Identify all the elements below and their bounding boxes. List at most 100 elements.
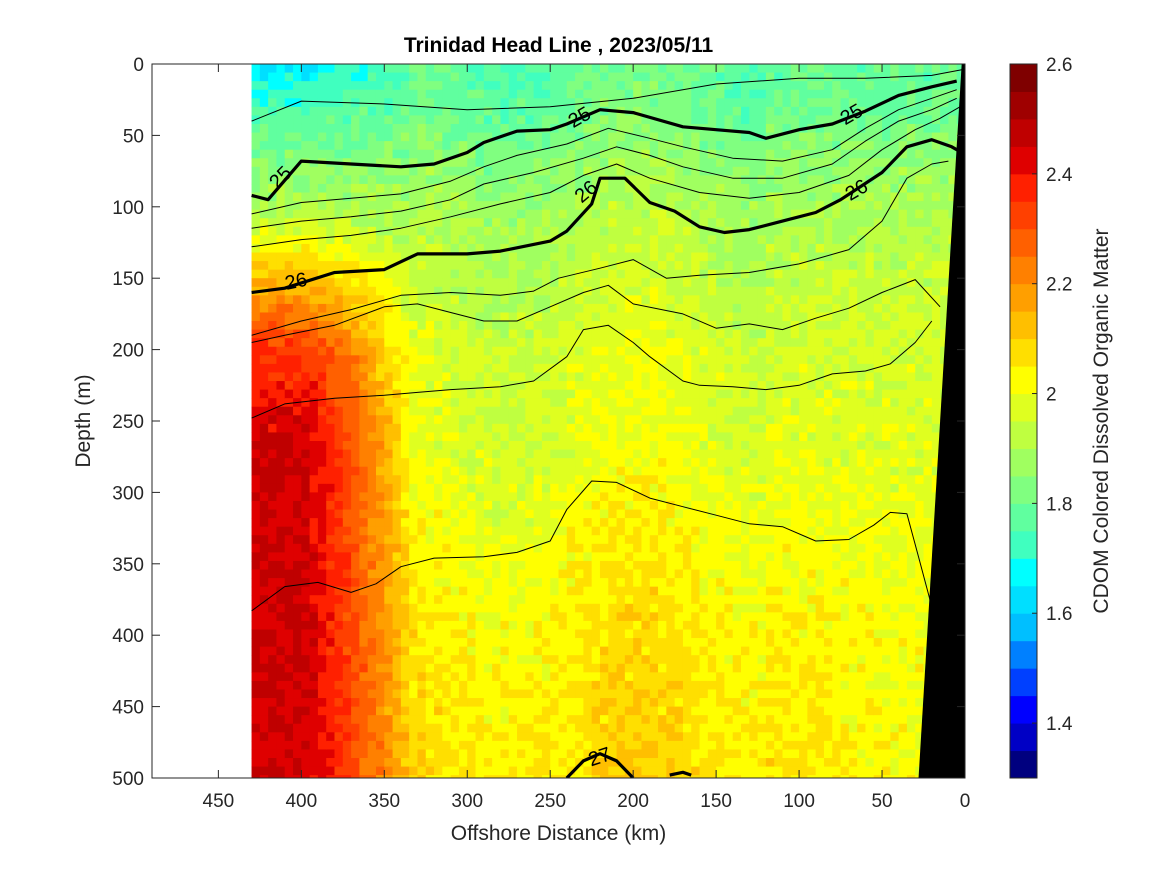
field-cell: [342, 535, 352, 545]
field-cell: [442, 620, 452, 631]
field-cell: [724, 458, 734, 468]
field-cell: [666, 629, 676, 639]
field-cell: [658, 595, 667, 605]
field-cell: [392, 123, 402, 134]
field-cell: [268, 740, 278, 751]
field-cell: [409, 492, 419, 502]
field-cell: [674, 672, 684, 682]
field-cell: [500, 81, 510, 91]
field-cell: [691, 595, 701, 605]
field-cell: [425, 603, 435, 613]
field-cell: [409, 346, 419, 356]
field-cell: [724, 535, 734, 545]
field-cell: [425, 115, 435, 125]
field-cell: [492, 381, 502, 391]
field-cell: [624, 492, 634, 502]
field-cell: [367, 655, 377, 665]
field-cell: [351, 209, 360, 219]
field-cell: [641, 595, 651, 605]
field-cell: [334, 535, 344, 545]
field-cell: [342, 286, 352, 296]
field-cell: [591, 518, 601, 528]
field-cell: [525, 569, 535, 579]
field-cell: [550, 149, 560, 159]
field-cell: [558, 286, 568, 296]
field-cell: [417, 106, 427, 117]
field-cell: [492, 201, 502, 211]
field-cell: [309, 295, 319, 305]
field-cell: [682, 149, 692, 159]
field-cell: [293, 706, 302, 716]
field-cell: [649, 312, 659, 322]
field-cell: [293, 500, 302, 511]
field-cell: [458, 466, 468, 476]
field-cell: [732, 106, 742, 117]
field-cell: [475, 81, 485, 91]
field-cell: [533, 706, 543, 716]
field-cell: [566, 381, 576, 391]
field-cell: [475, 638, 485, 648]
field-cell: [517, 500, 526, 511]
field-cell: [658, 381, 667, 391]
field-cell: [367, 286, 377, 296]
field-cell: [492, 715, 502, 725]
field-cell: [566, 500, 576, 511]
field-cell: [467, 466, 477, 476]
field-cell: [268, 303, 278, 314]
field-cell: [649, 398, 659, 408]
field-cell: [409, 466, 419, 476]
field-cell: [475, 295, 485, 305]
field-cell: [508, 115, 518, 125]
field-cell: [309, 321, 319, 331]
field-cell: [691, 500, 701, 511]
field-cell: [608, 552, 618, 562]
field-cell: [367, 578, 377, 588]
field-cell: [276, 595, 286, 605]
field-cell: [492, 655, 502, 665]
field-cell: [351, 492, 360, 502]
field-cell: [533, 595, 543, 605]
field-cell: [359, 723, 369, 733]
field-cell: [666, 141, 676, 151]
field-cell: [707, 243, 717, 254]
field-cell: [259, 338, 269, 348]
field-cell: [268, 269, 278, 279]
field-cell: [467, 509, 477, 519]
field-cell: [442, 398, 452, 408]
field-cell: [384, 295, 394, 305]
field-cell: [566, 663, 576, 673]
field-cell: [284, 209, 294, 219]
field-cell: [284, 372, 294, 382]
field-cell: [691, 166, 701, 176]
field-cell: [384, 355, 394, 365]
field-cell: [508, 586, 518, 596]
field-cell: [384, 329, 394, 339]
field-cell: [707, 115, 717, 125]
field-cell: [409, 449, 419, 459]
field-cell: [309, 235, 319, 245]
field-cell: [351, 175, 360, 185]
field-cell: [533, 303, 543, 314]
field-cell: [492, 586, 502, 596]
field-cell: [575, 235, 584, 245]
field-cell: [525, 423, 535, 434]
field-cell: [666, 218, 676, 228]
field-cell: [317, 278, 327, 288]
field-cell: [434, 603, 443, 613]
field-cell: [550, 158, 560, 168]
field-cell: [425, 509, 435, 519]
field-cell: [375, 98, 385, 108]
field-cell: [599, 689, 609, 699]
field-cell: [724, 106, 734, 117]
field-cell: [608, 458, 618, 468]
field-cell: [658, 543, 667, 553]
field-cell: [641, 72, 651, 82]
field-cell: [558, 440, 568, 451]
field-cell: [359, 81, 369, 91]
field-cell: [467, 620, 477, 631]
field-cell: [691, 578, 701, 588]
field-cell: [550, 372, 560, 382]
field-cell: [558, 449, 568, 459]
field-cell: [591, 175, 601, 185]
field-cell: [716, 141, 726, 151]
